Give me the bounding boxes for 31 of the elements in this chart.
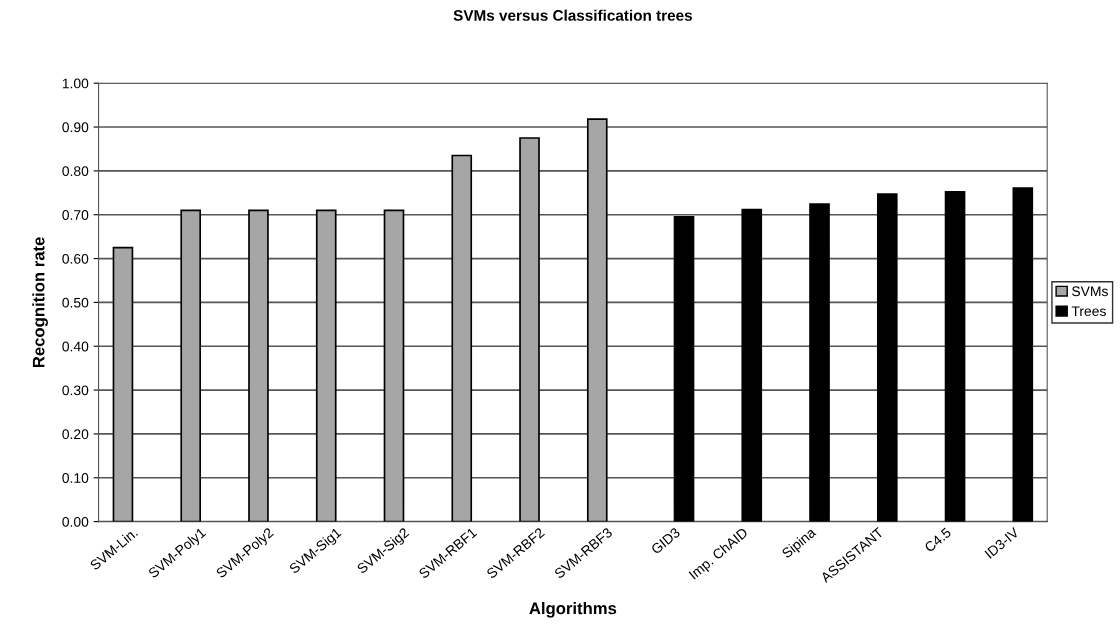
bar (673, 216, 695, 522)
y-tick-label: 0.00 (62, 516, 89, 527)
bar (519, 137, 540, 522)
bar (944, 191, 966, 522)
y-tick-label: 1.00 (62, 78, 89, 89)
y-tick-label: 0.90 (62, 122, 89, 133)
bar (112, 246, 134, 522)
bar (586, 118, 608, 522)
y-axis-title: Recognition rate (32, 237, 48, 368)
legend-label: SVMs (1072, 286, 1108, 297)
y-tick-label: 0.10 (62, 473, 89, 483)
bar (809, 203, 830, 522)
bar (248, 209, 269, 522)
x-axis-title: Algorithms (529, 602, 617, 618)
y-tick-label: 0.70 (62, 210, 89, 220)
bar (315, 209, 337, 522)
bar (383, 209, 405, 522)
bar (451, 154, 473, 522)
bar (741, 208, 763, 522)
y-tick-label: 0.60 (62, 253, 89, 264)
y-tick-label: 0.40 (62, 341, 89, 352)
y-tick-label: 0.30 (62, 385, 89, 396)
bar (1012, 187, 1034, 522)
y-tick-label: 0.50 (62, 297, 89, 308)
bar (876, 193, 898, 522)
bar (180, 209, 202, 522)
x-tick-label: C4.5 (923, 527, 952, 553)
chart-title: SVMs versus Classification trees (453, 9, 692, 21)
y-tick-label: 0.20 (62, 429, 89, 440)
y-tick-label: 0.80 (62, 166, 89, 177)
legend-label: Trees (1071, 306, 1106, 317)
